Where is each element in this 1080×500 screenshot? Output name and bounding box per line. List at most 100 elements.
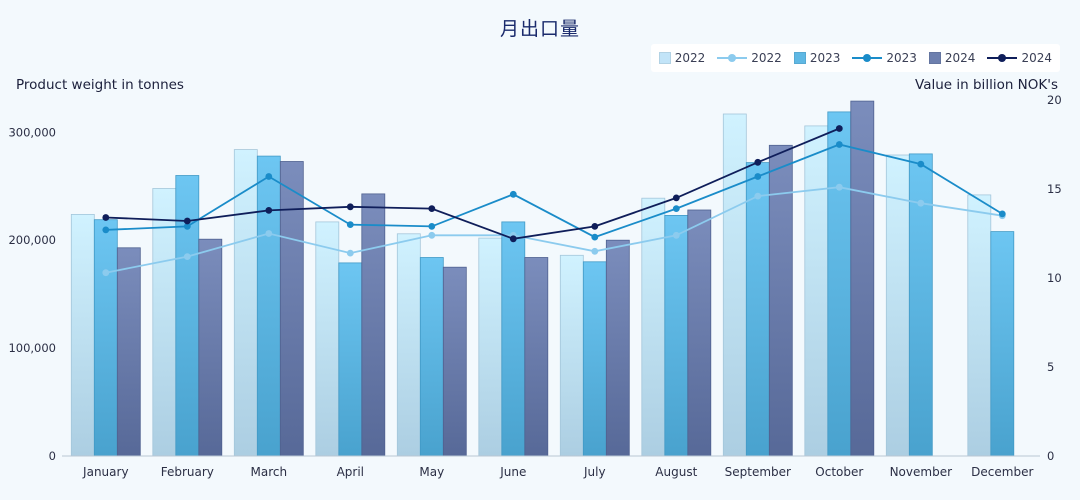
bar-2022-october	[804, 125, 829, 457]
bar-2022-december	[967, 194, 992, 457]
point-2022-march	[265, 230, 273, 237]
point-2023-march	[265, 173, 273, 180]
point-2024-april	[346, 203, 354, 211]
bar-2023-may	[419, 257, 444, 457]
x-tick-label-august: August	[655, 465, 697, 479]
x-tick-label-march: March	[251, 465, 288, 479]
point-2023-december	[998, 210, 1006, 218]
legend-label-bar-2023: 2023	[809, 51, 841, 65]
point-2022-january	[102, 269, 110, 277]
y-left-tick-label: 100,000	[8, 341, 56, 355]
bar-2023-october	[827, 111, 852, 457]
bar-2023-june	[501, 221, 526, 457]
x-tick-label-april: April	[337, 465, 364, 479]
legend-swatch-line-2023	[852, 53, 883, 63]
point-2024-august	[672, 194, 680, 202]
point-2023-november	[917, 160, 925, 168]
bar-2022-january	[70, 213, 95, 457]
point-2023-september	[754, 173, 762, 180]
x-tick-label-december: December	[971, 465, 1033, 479]
point-2023-may	[428, 223, 436, 230]
bar-2023-august	[664, 214, 689, 457]
point-2022-february	[183, 253, 191, 260]
bar-2024-february	[198, 238, 223, 457]
y-axis-right-label: Value in billion NOK's	[915, 77, 1058, 93]
point-2022-may	[428, 231, 436, 239]
bar-2023-april	[338, 262, 363, 457]
legend-item-bar-2024[interactable]: 2024	[928, 51, 976, 65]
legend-swatch-line-2024	[987, 53, 1018, 63]
point-2024-september	[754, 158, 762, 166]
bar-2024-october	[850, 100, 875, 457]
chart-title: 月出口量	[499, 18, 580, 40]
point-2022-august	[672, 231, 680, 239]
legend-label-line-2024: 2024	[1021, 51, 1052, 65]
bar-2022-september	[722, 113, 747, 457]
bar-2023-november	[908, 153, 933, 457]
legend-item-line-2022[interactable]: 2022	[717, 51, 782, 65]
line-2022	[105, 186, 1003, 274]
point-2022-july	[591, 247, 599, 255]
point-2023-july	[591, 233, 599, 241]
y-right-tick-label: 0	[1047, 449, 1054, 463]
bar-2022-july	[559, 254, 584, 457]
bar-2023-december	[990, 231, 1015, 457]
point-2022-september	[754, 192, 762, 200]
point-2023-february	[183, 223, 191, 230]
legend-label-line-2022: 2022	[751, 51, 782, 65]
line-2023	[105, 143, 1003, 239]
line-2024	[105, 127, 840, 240]
point-2024-february	[183, 217, 191, 225]
y-left-tick-label: 0	[49, 449, 56, 463]
point-2024-may	[428, 205, 436, 213]
x-tick-label-june: June	[499, 465, 526, 479]
legend-item-line-2024[interactable]: 2024	[987, 51, 1052, 65]
point-2024-march	[265, 207, 273, 214]
legend-swatch-bar-2024	[928, 52, 941, 64]
bar-2022-august	[641, 197, 666, 457]
legend-label-bar-2022: 2022	[674, 51, 706, 65]
point-2023-june	[509, 190, 517, 198]
legend-item-bar-2022[interactable]: 2022	[658, 51, 706, 65]
y-right-tick-label: 20	[1047, 93, 1062, 107]
x-tick-label-february: February	[161, 465, 214, 479]
x-tick-label-november: November	[890, 465, 952, 479]
legend-label-line-2023: 2023	[886, 51, 917, 65]
bar-2024-april	[361, 193, 386, 457]
point-2024-january	[102, 214, 110, 221]
x-tick-label-july: July	[583, 465, 606, 479]
bar-2023-september	[745, 162, 770, 457]
legend-swatch-bar-2023	[793, 52, 806, 64]
bar-2023-march	[256, 155, 281, 457]
point-2023-october	[835, 141, 843, 148]
point-2024-october	[835, 125, 843, 132]
point-2023-august	[672, 205, 680, 213]
y-left-tick-label: 300,000	[8, 125, 56, 139]
legend-label-bar-2024: 2024	[944, 51, 976, 65]
x-tick-label-september: September	[725, 465, 791, 479]
point-2022-november	[917, 199, 925, 207]
legend-item-bar-2023[interactable]: 2023	[793, 51, 841, 65]
x-tick-label-october: October	[815, 465, 863, 479]
point-2022-april	[346, 249, 354, 257]
legend-item-line-2023[interactable]: 2023	[852, 51, 917, 65]
point-2024-june	[509, 235, 517, 243]
y-axis-left-label: Product weight in tonnes	[16, 77, 184, 93]
bar-2024-june	[524, 257, 549, 457]
bar-2024-january	[116, 247, 141, 457]
bar-2024-august	[687, 209, 712, 457]
y-right-tick-label: 15	[1047, 182, 1062, 196]
bar-2023-july	[582, 261, 607, 457]
x-tick-label-may: May	[419, 465, 444, 479]
bar-2024-may	[442, 266, 467, 457]
bar-2023-february	[175, 175, 200, 457]
point-2022-october	[835, 183, 843, 191]
x-tick-label-january: January	[82, 465, 129, 479]
bar-2022-april	[315, 221, 340, 457]
chart-legend: 2022 2022 2023 2023 2024 2024	[650, 44, 1060, 72]
bar-2024-march	[279, 161, 304, 457]
point-2024-july	[591, 223, 599, 230]
bar-2024-july	[605, 239, 630, 457]
point-2023-january	[102, 226, 110, 234]
